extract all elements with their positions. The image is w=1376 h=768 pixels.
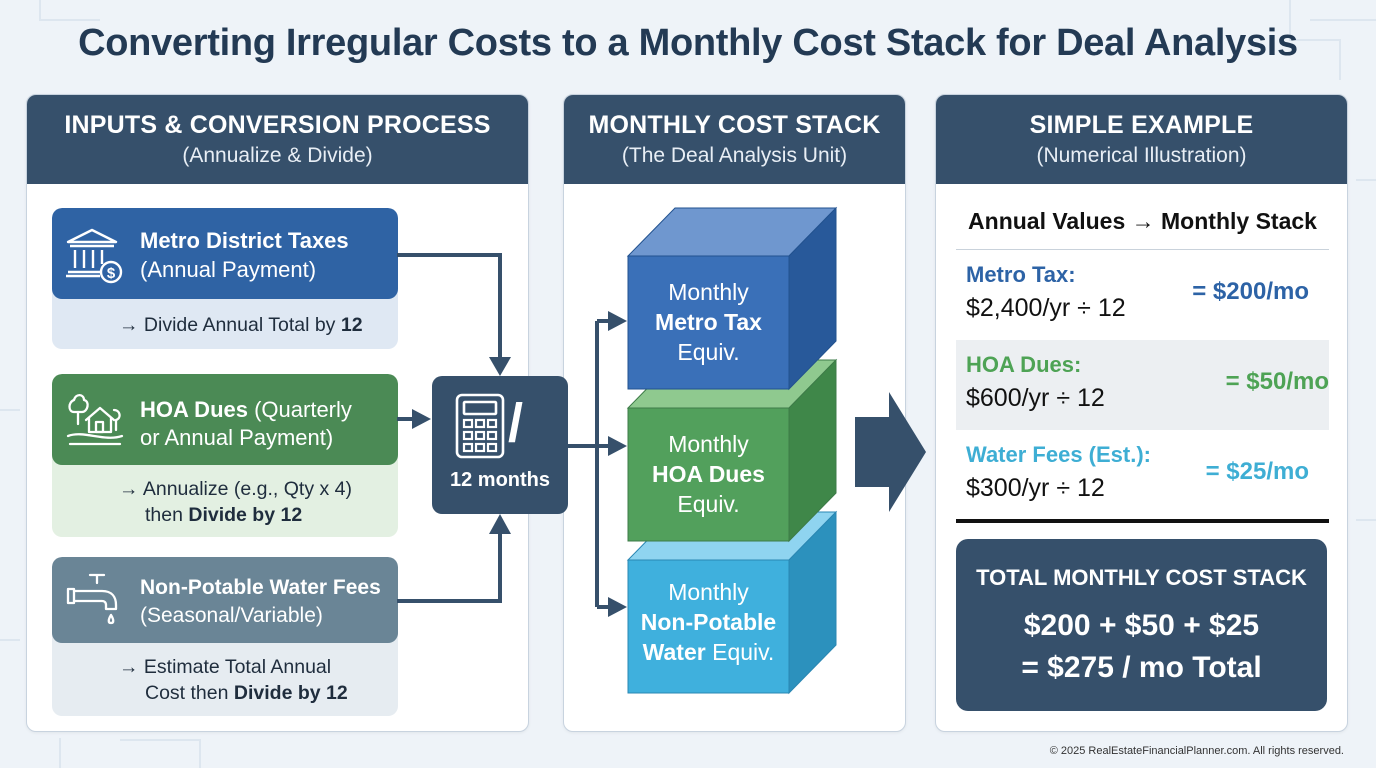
hoa-input-step: → Annualize (e.g., Qty x 4) then Divide … — [119, 476, 352, 528]
inputs-panel-title: INPUTS & CONVERSION PROCESS — [64, 111, 491, 139]
water-step-line2-bold: Divide by 12 — [233, 682, 348, 704]
example-water-label: Water Fees (Est.): — [966, 442, 1152, 467]
hoa-cube-post: Equiv. — [677, 491, 740, 517]
water-input-card: Non-Potable Water Fees (Seasonal/Variabl… — [52, 557, 398, 716]
water-cube — [626, 510, 838, 695]
total-sum-line: $200 + $50 + $25 — [1023, 609, 1260, 642]
water-input-header: Non-Potable Water Fees (Seasonal/Variabl… — [52, 557, 398, 643]
water-cube-front — [627, 559, 790, 694]
divide-label: 12 months — [449, 469, 551, 491]
water-cube-pre: Monthly — [668, 579, 749, 605]
hoa-cube-pre: Monthly — [668, 431, 749, 457]
water-connector — [397, 528, 502, 603]
example-sum-divider — [956, 519, 1329, 523]
metro-cube-label: Monthly Metro Tax Equiv. — [628, 277, 789, 367]
metro-cube-pre: Monthly — [668, 279, 749, 305]
water-cube-post: Equiv. — [705, 639, 775, 665]
water-step-line1: → Estimate Total Annual — [119, 656, 332, 678]
example-hoa-label: HOA Dues: — [966, 352, 1082, 377]
example-hoa-calc: $600/yr ÷ 12 — [966, 384, 1105, 412]
hoa-cube-front — [627, 407, 790, 542]
metro-arrowhead — [489, 357, 511, 376]
hoa-input-name: HOA Dues — [140, 397, 248, 422]
metro-connector — [397, 253, 502, 362]
divide-by-12-box: / 12 months — [432, 376, 568, 514]
metro-input-card: $ Metro District Taxes (Annual Payment) … — [52, 208, 398, 349]
metro-cube-front — [627, 255, 790, 390]
example-panel-subtitle: (Numerical Illustration) — [1036, 144, 1247, 167]
metro-cube-post: Equiv. — [677, 339, 740, 365]
inputs-panel-subtitle: (Annualize & Divide) — [182, 144, 373, 167]
hoa-input-frequency-b: or Annual Payment) — [140, 425, 334, 450]
metro-step-bold: 12 — [340, 314, 363, 336]
faucet-icon — [66, 573, 118, 625]
hoa-step-line2: then Divide by 12 — [119, 502, 352, 528]
page-title: Converting Irregular Costs to a Monthly … — [78, 22, 1298, 64]
divide-slash: / — [508, 393, 524, 453]
big-right-arrow — [855, 392, 926, 512]
stack-panel-subtitle: (The Deal Analysis Unit) — [621, 144, 848, 167]
calculator-icon — [455, 393, 505, 459]
arrow-to-hoa-cube — [608, 436, 627, 456]
hoa-input-card: HOA Dues (Quarterly or Annual Payment) →… — [52, 374, 398, 537]
example-header-divider — [956, 249, 1329, 250]
house-trees-icon — [66, 393, 124, 446]
total-result-line: = $275 / mo Total — [1021, 651, 1262, 684]
hoa-step-line2-bold: Divide by 12 — [188, 504, 303, 526]
hoa-input-header: HOA Dues (Quarterly or Annual Payment) — [52, 374, 398, 465]
example-water-calc: $300/yr ÷ 12 — [966, 474, 1105, 502]
hoa-cube-label: Monthly HOA Dues Equiv. — [628, 429, 789, 519]
example-row-water: Water Fees (Est.): $300/yr ÷ 12 = $25/mo — [936, 430, 1329, 520]
total-title: TOTAL MONTHLY COST STACK — [976, 565, 1307, 590]
metro-input-frequency: (Annual Payment) — [140, 257, 317, 282]
example-panel: SIMPLE EXAMPLE (Numerical Illustration) … — [935, 94, 1348, 732]
hoa-step-line2-text: then — [145, 504, 189, 526]
metro-cube — [626, 206, 838, 391]
water-cube-bold1: Non-Potable — [640, 609, 777, 635]
example-header: Annual Values → Monthly Stack — [968, 208, 1317, 234]
inputs-panel-header: INPUTS & CONVERSION PROCESS (Annualize &… — [27, 95, 528, 184]
water-cube-bold2: Water — [642, 639, 706, 665]
water-arrowhead — [489, 514, 511, 534]
example-hoa-result: = $50/mo — [1225, 368, 1329, 395]
example-row-metro: Metro Tax: $2,400/yr ÷ 12 = $200/mo — [936, 250, 1329, 340]
metro-input-step: → Divide Annual Total by 12 — [119, 312, 363, 338]
hoa-step-line1: → Annualize (e.g., Qty x 4) — [119, 478, 353, 500]
water-cube-line3: Water Equiv. — [628, 637, 789, 667]
example-metro-calc: $2,400/yr ÷ 12 — [966, 294, 1126, 322]
hoa-input-frequency-a: (Quarterly — [247, 397, 352, 422]
example-metro-label: Metro Tax: — [966, 262, 1076, 287]
metro-step-text: → Divide Annual Total by — [119, 314, 341, 336]
hoa-cube-bold: HOA Dues — [652, 461, 765, 487]
stack-panel-title: MONTHLY COST STACK — [588, 111, 881, 139]
example-panel-header: SIMPLE EXAMPLE (Numerical Illustration) — [936, 95, 1347, 184]
example-row-hoa: HOA Dues: $600/yr ÷ 12 = $50/mo — [956, 340, 1329, 430]
water-step-line2: Cost then Divide by 12 — [119, 680, 348, 706]
water-input-step: → Estimate Total Annual Cost then Divide… — [119, 654, 348, 706]
hoa-arrowhead — [412, 409, 431, 429]
inputs-panel: INPUTS & CONVERSION PROCESS (Annualize &… — [26, 94, 529, 732]
total-monthly-stack-box: TOTAL MONTHLY COST STACK $200 + $50 + $2… — [956, 539, 1327, 711]
water-input-name: Non-Potable Water Fees — [140, 576, 381, 599]
water-input-frequency: (Seasonal/Variable) — [140, 604, 323, 627]
stack-panel-header: MONTHLY COST STACK (The Deal Analysis Un… — [564, 95, 905, 184]
water-cube-label: Monthly Non-Potable Water Equiv. — [628, 577, 789, 667]
metro-input-header: $ Metro District Taxes (Annual Payment) — [52, 208, 398, 299]
metro-cube-bold: Metro Tax — [655, 309, 762, 335]
bank-dollar-icon: $ — [66, 228, 123, 284]
hoa-input-name-line: HOA Dues (Quarterly — [140, 396, 352, 424]
example-water-result: = $25/mo — [1205, 458, 1309, 485]
example-panel-title: SIMPLE EXAMPLE — [1029, 111, 1254, 139]
metro-input-name: Metro District Taxes — [140, 228, 349, 253]
svg-text:$: $ — [107, 265, 116, 282]
water-step-line2-text: Cost then — [145, 682, 234, 704]
arrow-to-water-cube — [608, 597, 627, 617]
example-metro-result: = $200/mo — [1192, 278, 1309, 305]
arrow-to-metro-cube — [608, 311, 627, 331]
copyright-notice: © 2025 RealEstateFinancialPlanner.com. A… — [1049, 745, 1344, 757]
